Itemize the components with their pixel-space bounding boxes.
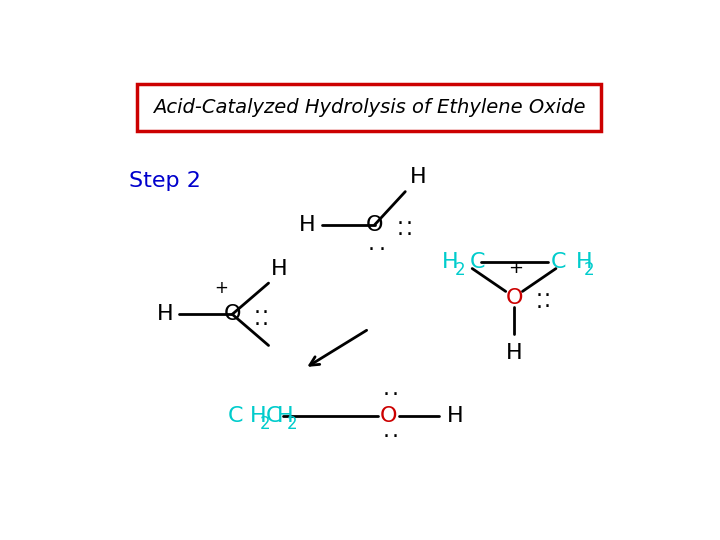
Text: H: H	[250, 406, 267, 426]
Text: C: C	[228, 406, 243, 426]
Text: ·: ·	[544, 297, 551, 317]
Text: Step 2: Step 2	[129, 171, 201, 191]
Text: ·: ·	[392, 427, 398, 447]
Text: H: H	[300, 215, 316, 235]
FancyBboxPatch shape	[138, 84, 600, 131]
Text: Acid-Catalyzed Hydrolysis of Ethylene Oxide: Acid-Catalyzed Hydrolysis of Ethylene Ox…	[153, 98, 585, 117]
Text: 2: 2	[455, 261, 466, 279]
Text: ·: ·	[535, 298, 542, 318]
Text: C: C	[266, 406, 282, 426]
Text: ·: ·	[383, 386, 390, 406]
Text: ·: ·	[397, 225, 404, 245]
Text: 2: 2	[287, 415, 297, 434]
Text: C: C	[470, 252, 485, 272]
Text: H: H	[505, 343, 523, 363]
Text: O: O	[379, 406, 397, 426]
Text: H: H	[442, 252, 459, 272]
Text: ·: ·	[253, 315, 261, 335]
Text: +: +	[508, 259, 523, 277]
Text: ·: ·	[544, 286, 551, 306]
Text: O: O	[223, 304, 241, 325]
Text: H: H	[271, 259, 288, 279]
Text: ·: ·	[379, 240, 386, 260]
Text: ·: ·	[262, 303, 269, 323]
Text: ·: ·	[383, 427, 390, 447]
Text: H: H	[410, 167, 426, 187]
Text: H: H	[277, 406, 294, 426]
Text: 2: 2	[584, 261, 595, 279]
Text: H: H	[157, 304, 174, 325]
Text: ·: ·	[405, 214, 413, 234]
Text: ·: ·	[535, 286, 542, 306]
Text: ·: ·	[392, 386, 398, 406]
Text: H: H	[575, 252, 592, 272]
Text: 2: 2	[260, 415, 271, 434]
Text: O: O	[505, 288, 523, 308]
Text: ·: ·	[253, 303, 261, 323]
Text: H: H	[447, 406, 464, 426]
Text: ·: ·	[397, 214, 404, 234]
Text: O: O	[366, 215, 383, 235]
Text: ·: ·	[405, 225, 413, 245]
Text: ·: ·	[368, 240, 375, 260]
Text: ·: ·	[262, 315, 269, 335]
Text: C: C	[551, 252, 566, 272]
Text: +: +	[214, 279, 228, 297]
